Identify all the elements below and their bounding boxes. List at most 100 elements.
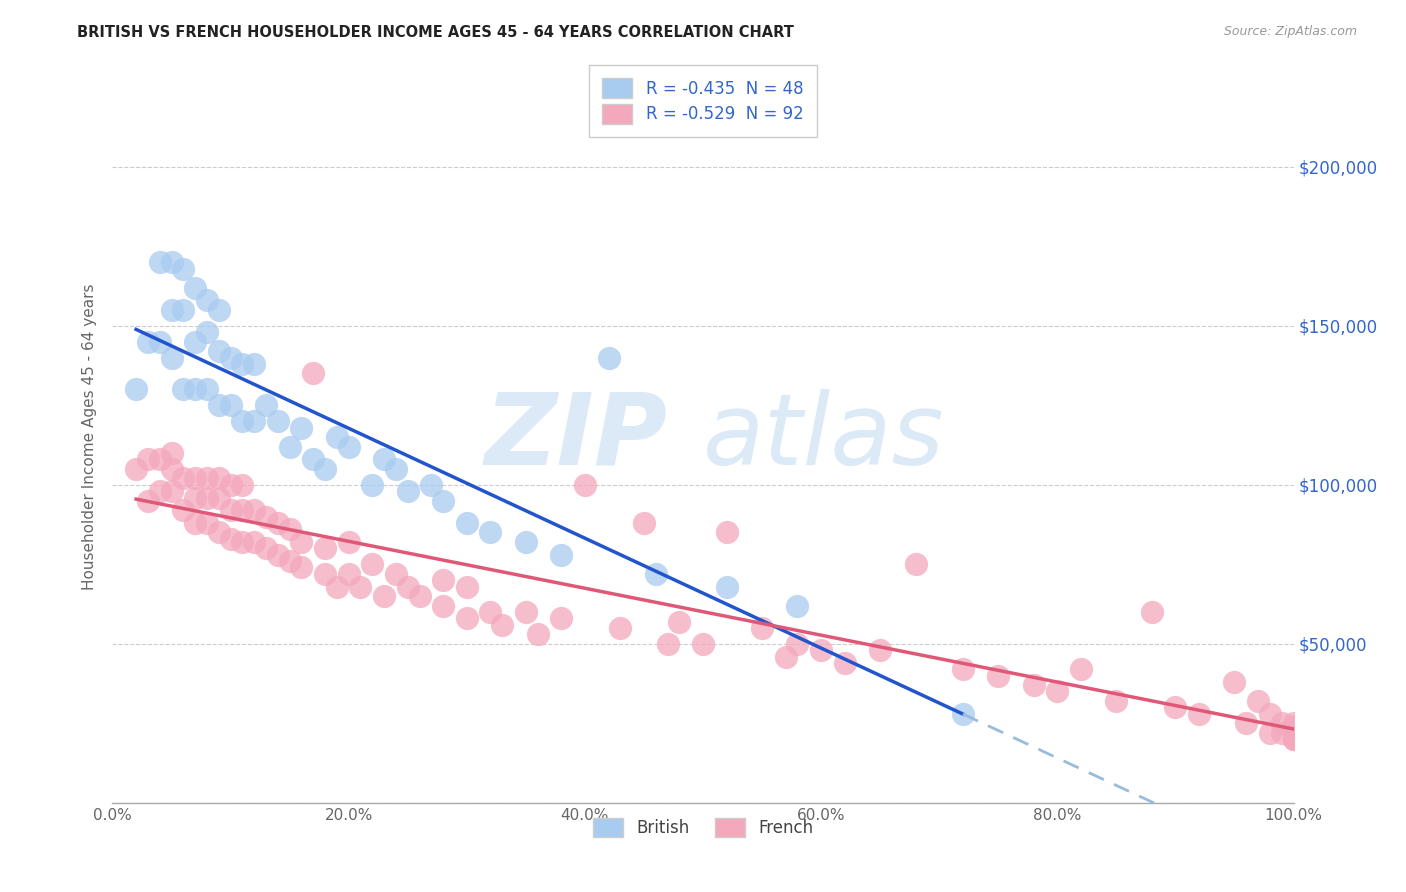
- Point: [314, 462, 336, 476]
- Point: [219, 532, 242, 546]
- Point: [456, 611, 478, 625]
- Point: [160, 446, 183, 460]
- Point: [432, 573, 454, 587]
- Point: [160, 302, 183, 317]
- Point: [904, 558, 927, 572]
- Point: [208, 491, 231, 505]
- Point: [361, 477, 384, 491]
- Point: [598, 351, 620, 365]
- Point: [373, 589, 395, 603]
- Point: [243, 414, 266, 428]
- Point: [1070, 662, 1092, 676]
- Point: [314, 541, 336, 556]
- Point: [1258, 726, 1281, 740]
- Point: [172, 383, 194, 397]
- Point: [609, 621, 631, 635]
- Point: [1105, 694, 1128, 708]
- Point: [254, 398, 277, 412]
- Point: [254, 509, 277, 524]
- Point: [385, 462, 408, 476]
- Point: [125, 383, 148, 397]
- Point: [515, 605, 537, 619]
- Point: [420, 477, 443, 491]
- Point: [149, 484, 172, 499]
- Point: [1223, 675, 1246, 690]
- Text: ZIP: ZIP: [485, 389, 668, 485]
- Point: [231, 357, 253, 371]
- Point: [267, 516, 290, 530]
- Point: [278, 554, 301, 568]
- Point: [125, 462, 148, 476]
- Point: [1282, 716, 1305, 731]
- Point: [550, 611, 572, 625]
- Point: [952, 706, 974, 721]
- Point: [479, 525, 502, 540]
- Point: [231, 503, 253, 517]
- Point: [987, 668, 1010, 682]
- Point: [952, 662, 974, 676]
- Point: [184, 491, 207, 505]
- Point: [231, 414, 253, 428]
- Point: [361, 558, 384, 572]
- Point: [160, 484, 183, 499]
- Point: [1282, 732, 1305, 747]
- Point: [219, 398, 242, 412]
- Point: [479, 605, 502, 619]
- Point: [786, 599, 808, 613]
- Point: [267, 414, 290, 428]
- Point: [136, 493, 159, 508]
- Point: [243, 503, 266, 517]
- Point: [219, 477, 242, 491]
- Point: [184, 334, 207, 349]
- Point: [302, 452, 325, 467]
- Point: [160, 462, 183, 476]
- Point: [1271, 726, 1294, 740]
- Point: [149, 452, 172, 467]
- Point: [1022, 678, 1045, 692]
- Point: [290, 420, 312, 434]
- Point: [136, 334, 159, 349]
- Text: atlas: atlas: [703, 389, 945, 485]
- Point: [1234, 716, 1257, 731]
- Point: [326, 430, 349, 444]
- Text: Source: ZipAtlas.com: Source: ZipAtlas.com: [1223, 25, 1357, 38]
- Point: [208, 398, 231, 412]
- Point: [408, 589, 430, 603]
- Point: [243, 535, 266, 549]
- Point: [290, 535, 312, 549]
- Point: [219, 503, 242, 517]
- Point: [775, 649, 797, 664]
- Point: [633, 516, 655, 530]
- Point: [1247, 694, 1270, 708]
- Point: [172, 302, 194, 317]
- Point: [195, 471, 218, 485]
- Point: [751, 621, 773, 635]
- Point: [834, 656, 856, 670]
- Point: [136, 452, 159, 467]
- Point: [692, 637, 714, 651]
- Point: [786, 637, 808, 651]
- Point: [184, 383, 207, 397]
- Point: [231, 477, 253, 491]
- Point: [1188, 706, 1211, 721]
- Point: [195, 516, 218, 530]
- Point: [149, 255, 172, 269]
- Point: [1282, 726, 1305, 740]
- Point: [254, 541, 277, 556]
- Point: [1140, 605, 1163, 619]
- Point: [1046, 684, 1069, 698]
- Point: [1271, 716, 1294, 731]
- Text: BRITISH VS FRENCH HOUSEHOLDER INCOME AGES 45 - 64 YEARS CORRELATION CHART: BRITISH VS FRENCH HOUSEHOLDER INCOME AGE…: [77, 25, 794, 40]
- Point: [314, 566, 336, 581]
- Point: [668, 615, 690, 629]
- Point: [326, 580, 349, 594]
- Point: [716, 580, 738, 594]
- Point: [267, 548, 290, 562]
- Point: [349, 580, 371, 594]
- Point: [160, 351, 183, 365]
- Point: [491, 617, 513, 632]
- Point: [208, 471, 231, 485]
- Point: [278, 440, 301, 454]
- Point: [195, 325, 218, 339]
- Point: [396, 580, 419, 594]
